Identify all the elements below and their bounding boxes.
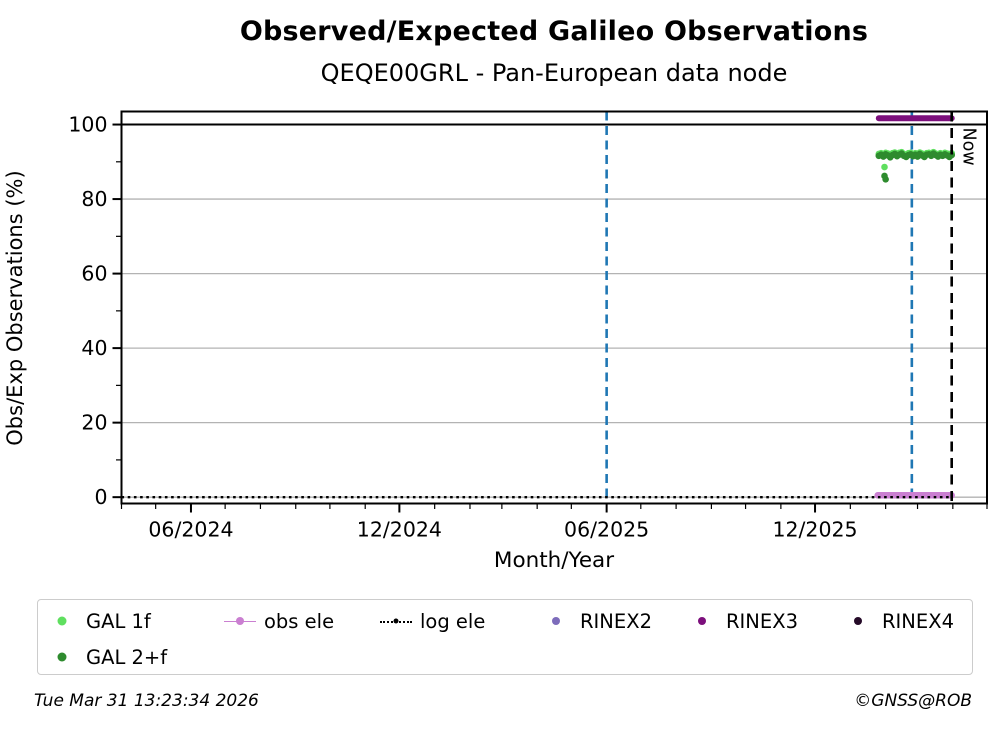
obs-ele-marker-icon: [224, 614, 256, 628]
gal-1f-marker-icon: [46, 614, 78, 628]
svg-text:06/2025: 06/2025: [564, 518, 649, 542]
legend-label: RINEX3: [726, 609, 798, 633]
legend-item-rinex3: RINEX3: [686, 610, 842, 633]
rinex3-marker-icon: [686, 614, 718, 628]
legend-label: log ele: [420, 609, 486, 633]
log-ele-marker-icon: [380, 614, 412, 628]
svg-text:06/2024: 06/2024: [148, 518, 233, 542]
chart-title: Observed/Expected Galileo Observations: [239, 16, 869, 47]
legend-item-rinex2: RINEX2: [540, 610, 686, 633]
legend-item-obs-ele: obs ele: [224, 610, 380, 633]
svg-text:60: 60: [81, 262, 107, 286]
svg-text:Now: Now: [959, 128, 979, 166]
legend-item-rinex4: RINEX4: [842, 610, 972, 633]
rinex2-marker-icon: [540, 614, 572, 628]
legend-label: GAL 1f: [86, 609, 151, 633]
rinex4-marker-icon: [842, 614, 874, 628]
legend-item-log-ele: log ele: [380, 610, 540, 633]
legend-label: RINEX4: [882, 609, 954, 633]
svg-text:12/2025: 12/2025: [772, 518, 857, 542]
y-axis-label: Obs/Exp Observations (%): [3, 170, 27, 446]
x-axis-label: Month/Year: [493, 548, 615, 573]
svg-text:40: 40: [81, 336, 107, 360]
legend-label: obs ele: [264, 609, 335, 633]
svg-text:20: 20: [81, 411, 107, 435]
plot-area: Now 0 20 40 60 80 100 06/2024 12/2024 06/2025 12/2…: [68, 110, 988, 542]
chart-subtitle: QEQE00GRL - Pan-European data node: [320, 59, 788, 87]
plot-timestamp: Tue Mar 31 13:23:34 2026: [34, 691, 259, 711]
svg-text:0: 0: [94, 485, 107, 509]
svg-text:100: 100: [68, 113, 107, 137]
legend-label: RINEX2: [580, 609, 652, 633]
svg-text:12/2024: 12/2024: [357, 518, 442, 542]
legend-item-gal-1f: GAL 1f: [46, 610, 224, 633]
svg-text:80: 80: [81, 187, 107, 211]
copyright-credit: ©GNSS@ROB: [854, 691, 972, 711]
legend-item-gal-2f: GAL 2+f: [46, 646, 224, 669]
gal-2f-marker-icon: [46, 650, 78, 664]
legend-label: GAL 2+f: [86, 645, 168, 669]
legend: GAL 1f obs ele log ele RINEX2 RINEX3 RIN…: [37, 599, 973, 675]
